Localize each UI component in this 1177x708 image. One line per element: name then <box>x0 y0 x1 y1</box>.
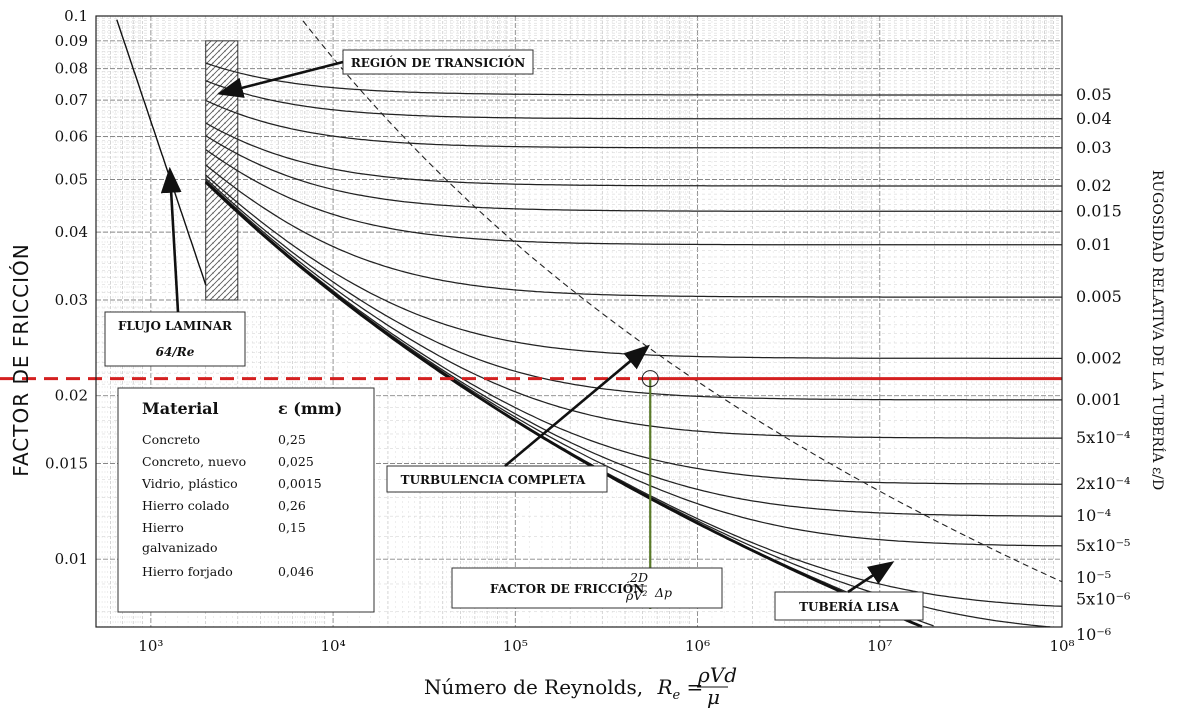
roughness-label: 0.015 <box>1076 201 1122 220</box>
x-axis-label-text: Número de Reynolds, <box>424 675 643 699</box>
transition-region <box>205 40 239 301</box>
laminar-line <box>116 19 207 286</box>
turbulence-annotation: TURBULENCIA COMPLETA <box>386 344 650 493</box>
laminar-annotation: FLUJO LAMINAR 64/Re <box>104 166 246 367</box>
roughness-label: 0.005 <box>1076 287 1122 306</box>
material-name: Hierro galvanizado <box>142 520 218 555</box>
right-axis-label: RUGOSIDAD RELATIVA DE LA TUBERÍA ε/D <box>1149 170 1167 490</box>
y-tick-label: 0.05 <box>55 171 88 189</box>
x-axis-label: Número de Reynolds, Re = <box>424 675 703 703</box>
y-tick-label: 0.08 <box>55 60 88 78</box>
svg-text:FACTOR DE FRICCIÓN: FACTOR DE FRICCIÓN <box>490 580 644 596</box>
roughness-label: 0.002 <box>1076 348 1122 367</box>
roughness-curve <box>205 99 1062 149</box>
roughness-label: 0.05 <box>1076 85 1112 104</box>
material-value: 0,25 <box>278 432 306 447</box>
material-value: 0,025 <box>278 454 314 469</box>
roughness-label: 0.03 <box>1076 138 1112 157</box>
roughness-curve <box>205 80 1062 120</box>
roughness-label: 5x10⁻⁴ <box>1076 428 1130 447</box>
curves <box>116 19 1063 628</box>
roughness-curve <box>205 180 1062 485</box>
roughness-label: 0.001 <box>1076 390 1122 409</box>
svg-text:2D: 2D <box>629 570 648 585</box>
material-value: 0,046 <box>278 564 314 579</box>
material-value: 0,15 <box>278 520 306 535</box>
roughness-curve <box>205 135 1062 212</box>
svg-text:Δp: Δp <box>654 585 672 600</box>
svg-text:ε (mm): ε (mm) <box>278 399 342 418</box>
svg-text:μ: μ <box>707 685 720 708</box>
roughness-curve <box>205 179 1062 439</box>
x-tick-label: 10⁶ <box>685 637 710 655</box>
y-axis-label: FACTOR DE FRICCIÓN <box>9 243 33 476</box>
smooth-pipe-annotation: TUBERÍA LISA <box>774 561 924 621</box>
x-tick-label: 10⁸ <box>1049 637 1074 655</box>
svg-text:FLUJO LAMINAR: FLUJO LAMINAR <box>118 319 233 333</box>
highlight-point <box>641 370 659 388</box>
roughness-curve <box>205 164 1062 298</box>
x-tick-label: 10³ <box>138 637 163 655</box>
roughness-label: 2x10⁻⁴ <box>1076 474 1130 493</box>
x-tick-label: 10⁴ <box>321 637 346 655</box>
roughness-label: 0.01 <box>1076 235 1112 254</box>
y-tick-label: 0.01 <box>55 550 88 568</box>
roughness-curve <box>205 122 1062 187</box>
svg-text:ρV²: ρV² <box>625 588 647 603</box>
svg-text:ρVd: ρVd <box>697 663 737 687</box>
roughness-label: 5x10⁻⁶ <box>1076 590 1130 609</box>
svg-text:TUBERÍA LISA: TUBERÍA LISA <box>799 599 899 614</box>
material-name: Concreto <box>142 432 200 447</box>
roughness-label: 10⁻⁵ <box>1076 568 1111 587</box>
svg-text:REGIÓN DE TRANSICIÓN: REGIÓN DE TRANSICIÓN <box>351 54 525 70</box>
x-tick-label: 10⁵ <box>503 637 528 655</box>
y-tick-label: 0.02 <box>55 387 88 405</box>
roughness-label: 10⁻⁴ <box>1076 506 1111 525</box>
roughness-label: 5x10⁻⁵ <box>1076 536 1130 555</box>
tick-labels: 0.1 0.09 0.08 0.07 0.06 0.05 0.04 0.03 0.02 0.015… <box>45 7 1075 655</box>
material-table: Material ε (mm) Concreto 0,25 Concreto, … <box>117 387 375 613</box>
roughness-label: 0.04 <box>1076 109 1112 128</box>
material-name: Hierro forjado <box>142 564 233 579</box>
material-value: 0,26 <box>278 498 306 513</box>
x-tick-label: 10⁷ <box>867 637 892 655</box>
roughness-curve <box>205 62 1062 96</box>
y-tick-label: 0.07 <box>55 91 88 109</box>
friction-formula: 2D ρV² Δp <box>625 570 672 603</box>
material-value: 0,0015 <box>278 476 322 491</box>
turbulence-boundary <box>302 20 1063 583</box>
svg-text:64/Re: 64/Re <box>156 345 195 359</box>
y-tick-label: 0.1 <box>64 7 88 25</box>
y-tick-label: 0.06 <box>55 127 88 145</box>
plot-frame <box>95 15 1063 628</box>
y-tick-label: 0.09 <box>55 32 88 50</box>
roughness-curve <box>205 178 1062 401</box>
reynolds-fraction: ρVd μ <box>697 663 737 708</box>
roughness-label: 0.02 <box>1076 176 1112 195</box>
material-name: Vidrio, plástico <box>141 476 238 491</box>
material-name: Hierro colado <box>142 498 229 513</box>
y-tick-label: 0.03 <box>55 291 88 309</box>
svg-text:TURBULENCIA COMPLETA: TURBULENCIA COMPLETA <box>401 473 586 487</box>
roughness-label: 10⁻⁶ <box>1076 625 1111 644</box>
y-tick-label: 0.015 <box>45 454 88 472</box>
friction-annotation: FACTOR DE FRICCIÓN 2D ρV² Δp <box>451 567 723 609</box>
roughness-labels: 0.05 0.04 0.03 0.02 0.015 0.01 0.005 0.002 0.001… <box>1076 85 1130 644</box>
transition-annotation: REGIÓN DE TRANSICIÓN <box>216 49 534 98</box>
svg-text:Material: Material <box>142 399 219 418</box>
roughness-curve <box>205 149 1062 246</box>
smooth-pipe-curve <box>204 181 923 628</box>
y-tick-label: 0.04 <box>55 223 88 241</box>
material-name: Concreto, nuevo <box>142 454 246 469</box>
